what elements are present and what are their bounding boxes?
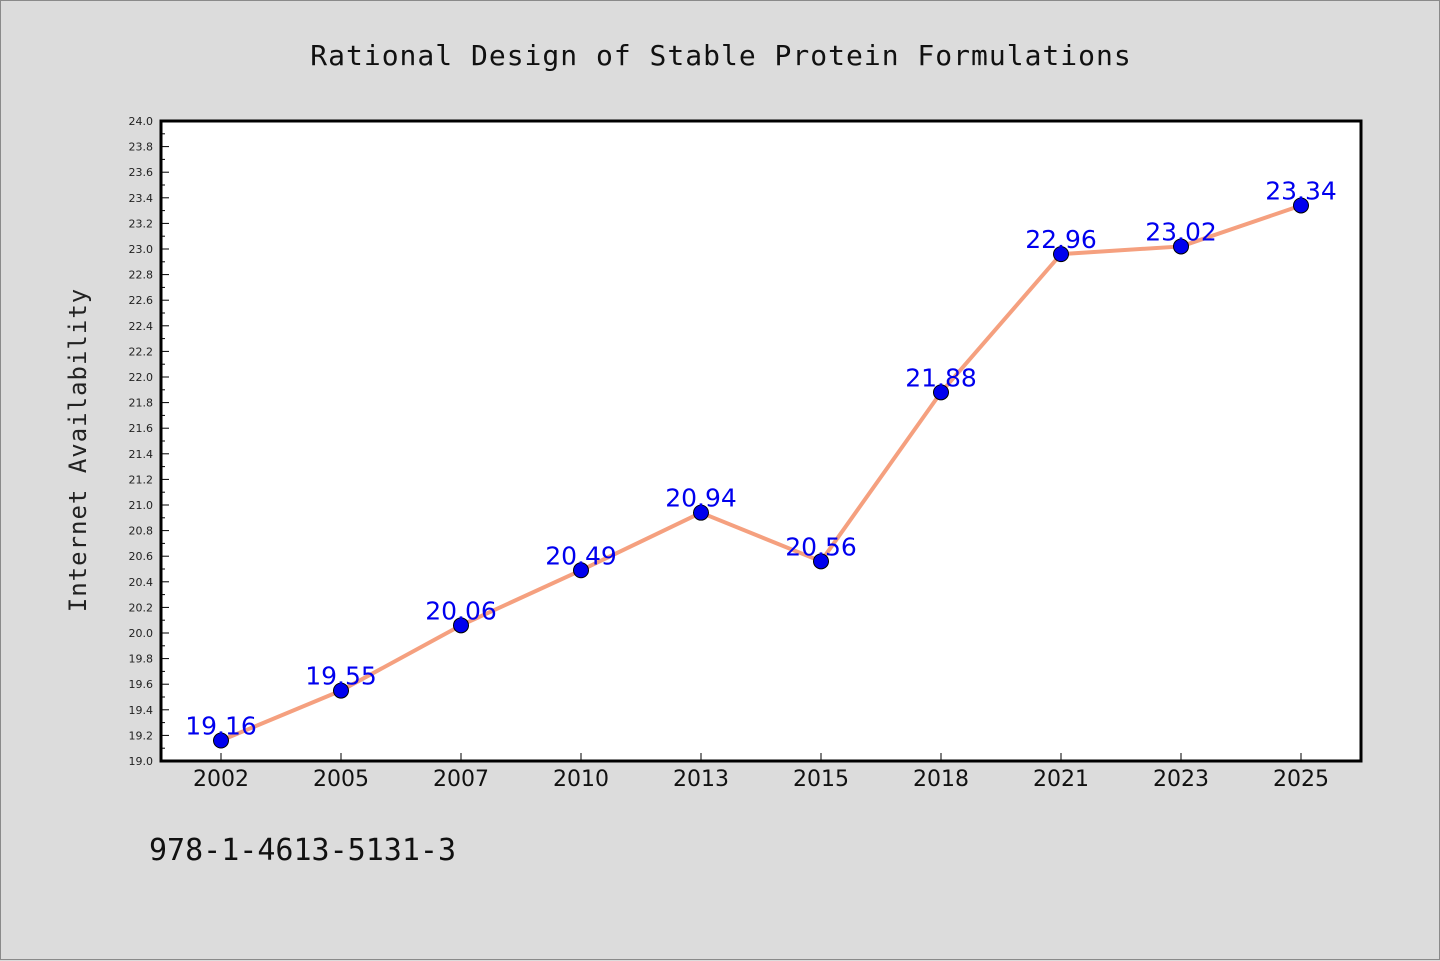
x-tick-label: 2023 xyxy=(1153,767,1209,792)
y-tick-label: 23.8 xyxy=(129,141,154,154)
x-tick-label: 2010 xyxy=(553,767,609,792)
y-tick-label: 19.4 xyxy=(129,704,154,717)
x-tick-label: 2015 xyxy=(793,767,849,792)
data-label: 21.88 xyxy=(905,363,977,392)
data-label: 20.49 xyxy=(545,541,617,570)
data-label: 22.96 xyxy=(1025,225,1097,254)
y-tick-label: 22.6 xyxy=(129,294,154,307)
y-tick-label: 20.4 xyxy=(129,576,154,589)
data-point xyxy=(213,732,229,749)
y-axis-ticks: 19.0 19.2 19.4 19.6 19.8 20.0 20.2 20.4 20.6 20.8… xyxy=(129,115,169,768)
y-tick-label: 20.0 xyxy=(129,627,154,640)
y-tick-label: 23.0 xyxy=(129,243,154,256)
y-tick-label: 20.6 xyxy=(129,550,154,563)
data-point xyxy=(693,504,709,521)
y-tick-label: 22.0 xyxy=(129,371,154,384)
data-labels-layer: 19.16 19.55 20.06 20.49 20.94 20.56 21.88 22.96… xyxy=(185,176,1337,740)
data-label: 20.56 xyxy=(785,532,857,561)
y-axis-label: Internet Availability xyxy=(64,288,92,612)
y-tick-label: 19.8 xyxy=(129,653,154,666)
y-tick-label: 22.2 xyxy=(129,345,154,358)
data-label: 19.55 xyxy=(305,662,377,691)
y-tick-label: 21.2 xyxy=(129,473,154,486)
data-point xyxy=(1293,197,1309,214)
data-point xyxy=(573,562,589,579)
data-point xyxy=(813,553,829,570)
y-tick-label: 24.0 xyxy=(129,115,154,128)
x-tick-label: 2002 xyxy=(193,767,249,792)
y-tick-label: 19.6 xyxy=(129,678,154,691)
y-tick-label: 21.4 xyxy=(129,448,154,461)
y-tick-label: 19.0 xyxy=(129,755,154,768)
data-point xyxy=(453,617,469,634)
data-label: 23.34 xyxy=(1265,176,1337,205)
isbn-text: 978-1-4613-5131-3 xyxy=(149,833,457,868)
y-tick-label: 23.6 xyxy=(129,166,154,179)
x-tick-label: 2007 xyxy=(433,767,489,792)
x-tick-label: 2018 xyxy=(913,767,969,792)
data-point xyxy=(333,682,349,699)
y-tick-label: 23.2 xyxy=(129,217,154,230)
series-line xyxy=(219,203,1303,743)
y-tick-label: 21.6 xyxy=(129,422,154,435)
y-tick-label: 22.4 xyxy=(129,320,154,333)
plot-area xyxy=(159,119,1363,763)
data-point xyxy=(1053,246,1069,263)
x-tick-label: 2013 xyxy=(673,767,729,792)
y-tick-label: 20.8 xyxy=(129,525,154,538)
data-label: 20.94 xyxy=(665,484,737,513)
data-label: 19.16 xyxy=(185,712,257,741)
x-tick-label: 2025 xyxy=(1273,767,1329,792)
chart-title: Rational Design of Stable Protein Formul… xyxy=(310,39,1131,72)
series-layer xyxy=(213,197,1309,749)
data-label: 23.02 xyxy=(1145,217,1217,246)
y-tick-label: 23.4 xyxy=(129,192,154,205)
data-point xyxy=(933,384,949,401)
data-label: 20.06 xyxy=(425,596,497,625)
y-tick-label: 19.2 xyxy=(129,729,154,742)
data-point xyxy=(1173,238,1189,255)
x-tick-label: 2005 xyxy=(313,767,369,792)
y-tick-label: 22.8 xyxy=(129,269,154,282)
y-tick-label: 21.8 xyxy=(129,397,154,410)
y-tick-label: 20.2 xyxy=(129,601,154,614)
y-tick-label: 21.0 xyxy=(129,499,154,512)
x-tick-label: 2021 xyxy=(1033,767,1089,792)
x-axis-ticks: 2002 2005 2007 2010 2013 2015 2018 2021 2023 2025 xyxy=(193,753,1329,792)
